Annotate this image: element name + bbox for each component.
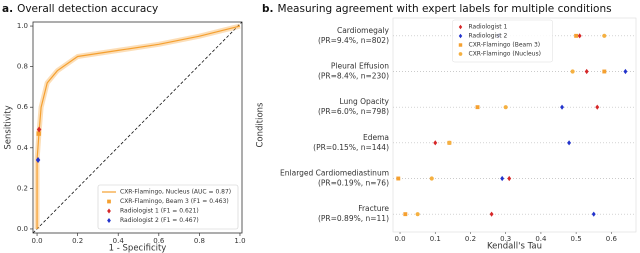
y-tick-label: 0.2	[17, 184, 28, 192]
x-tick-label: 0.5	[571, 235, 582, 243]
legend-swatch	[107, 218, 111, 223]
legend-label: Radiologist 1 (F1 = 0.621)	[120, 208, 199, 215]
marker	[489, 211, 494, 217]
legend-label: CXR-Flamingo (Nucleus)	[469, 51, 541, 58]
x-tick-label: 0.1	[430, 235, 441, 243]
category-label: Pleural Effusion	[331, 62, 389, 71]
legend-label: CXR-Flamingo, Beam 3 (F1 = 0.463)	[120, 198, 229, 205]
roc-curve	[36, 25, 241, 229]
x-tick-label: 0.4	[535, 235, 547, 243]
panel-title: a. Overall detection accuracy	[2, 3, 158, 15]
category-label: Cardiomegaly	[337, 26, 390, 35]
x-tick-label: 0.0	[31, 237, 42, 245]
marker	[623, 68, 628, 75]
marker	[415, 212, 420, 217]
marker	[429, 176, 434, 181]
category-detail: (PR=0.15%, n=144)	[313, 143, 389, 152]
category-detail: (PR=9.4%, n=802)	[318, 36, 389, 45]
category-detail: (PR=6.0%, n=798)	[318, 107, 389, 116]
category-detail: (PR=8.4%, n=230)	[318, 72, 389, 81]
marker	[500, 175, 505, 182]
category-label: Enlarged Cardiomediastinum	[280, 169, 389, 178]
category-label: Fracture	[358, 204, 389, 213]
x-tick-label: 0.2	[72, 237, 83, 245]
marker	[35, 156, 41, 163]
marker	[602, 69, 607, 74]
legend-swatch	[107, 208, 111, 214]
legend-swatch	[458, 52, 463, 56]
x-axis-label: Kendall's Tau	[487, 242, 542, 252]
marker	[36, 131, 41, 136]
y-axis-label: Sensitivity	[4, 105, 14, 149]
legend-swatch	[458, 33, 463, 39]
marker	[396, 176, 401, 181]
category-detail: (PR=0.89%, n=11)	[318, 214, 389, 223]
chance-line	[32, 21, 243, 234]
y-tick-label: 0.4	[17, 144, 29, 152]
category-label: Lung Opacity	[339, 97, 389, 106]
panel-letter: b.	[262, 3, 274, 15]
marker	[447, 140, 452, 145]
legend-swatch	[458, 24, 463, 30]
x-tick-label: 0.3	[500, 235, 511, 243]
marker	[595, 104, 600, 110]
x-tick-label: 0.6	[606, 235, 618, 243]
y-tick-label: 1.0	[17, 22, 28, 30]
marker	[507, 175, 512, 182]
y-tick-label: 0.8	[17, 63, 28, 71]
panel-title: b. Measuring agreement with expert labels…	[262, 3, 612, 15]
marker	[567, 140, 572, 146]
marker	[433, 140, 438, 146]
x-tick-label: 0.8	[194, 237, 205, 245]
x-axis-label: 1 - Specificity	[109, 244, 167, 253]
panel-letter: a.	[2, 3, 13, 15]
legend-label: Radiologist 2	[469, 33, 508, 40]
marker	[574, 33, 579, 38]
marker	[503, 105, 508, 110]
legend-box	[97, 184, 239, 230]
plot-frame	[392, 17, 637, 233]
x-tick-label: 0.6	[153, 237, 165, 245]
legend-label: CXR-Flamingo, Nucleus (AUC = 0.87)	[120, 189, 231, 196]
marker	[584, 68, 589, 75]
marker	[475, 105, 480, 110]
x-tick-label: 0.0	[394, 235, 405, 243]
panel-title-text: Overall detection accuracy	[17, 3, 158, 15]
legend-label: CXR-Flamingo (Beam 3)	[469, 42, 541, 49]
x-tick-label: 0.2	[465, 235, 476, 243]
y-tick-label: 0.0	[17, 225, 28, 233]
panel-title-text: Measuring agreement with expert labels f…	[278, 3, 612, 15]
marker	[602, 33, 607, 38]
y-axis-label: Conditions	[256, 102, 266, 148]
marker	[403, 212, 408, 217]
y-tick-label: 0.6	[17, 103, 29, 111]
marker	[570, 69, 575, 74]
marker	[36, 126, 42, 133]
plot-frame	[32, 21, 243, 234]
marker	[577, 33, 582, 39]
x-tick-label: 0.4	[113, 237, 125, 245]
marker	[560, 104, 564, 110]
legend-box	[452, 19, 553, 63]
category-label: Edema	[363, 133, 389, 142]
legend-swatch	[107, 199, 111, 204]
legend-swatch	[458, 43, 463, 47]
category-detail: (PR=0.19%, n=76)	[318, 179, 389, 188]
legend-label: Radiologist 1	[469, 24, 508, 31]
legend-label: Radiologist 2 (F1 = 0.467)	[120, 217, 199, 224]
x-tick-label: 1.0	[234, 237, 245, 245]
marker	[591, 211, 596, 217]
